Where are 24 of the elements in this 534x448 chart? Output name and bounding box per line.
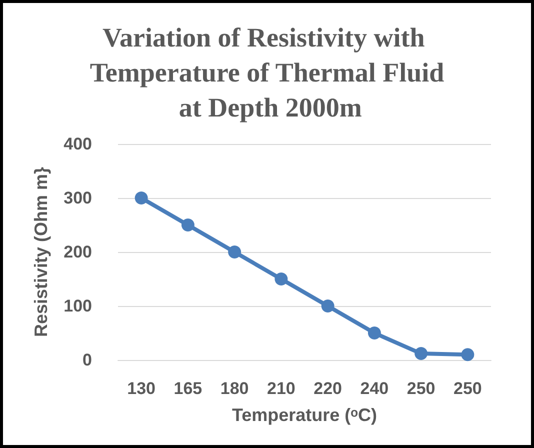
point [228, 246, 242, 258]
point [461, 348, 474, 362]
x-tick-label: 240 [360, 379, 389, 398]
x-tick-label: 220 [314, 379, 342, 398]
point [134, 192, 148, 204]
point [181, 218, 194, 232]
x-tick-label: 130 [127, 379, 156, 398]
point [274, 272, 288, 286]
point [321, 300, 334, 312]
x-axis-title: Temperature (ᵒC) [232, 405, 378, 425]
y-tick-label: 200 [64, 242, 92, 262]
x-tick-label: 210 [267, 379, 296, 398]
y-tick-label: 300 [64, 188, 92, 208]
y-tick-label: 400 [64, 134, 92, 154]
point [368, 326, 381, 340]
point [414, 347, 428, 360]
x-tick-label: 250 [454, 379, 482, 398]
x-tick-label: 180 [220, 379, 249, 398]
y-tick-label: 100 [64, 296, 92, 316]
x-tick-label: 250 [406, 379, 436, 398]
chart-title: Variation of Resistivity with Temperature of Thermal Fluid at Depth 2000m [90, 22, 444, 122]
y-axis-title: Resistivity (Ohm m} [31, 166, 51, 338]
x-tick-label: 165 [174, 379, 202, 398]
y-tick-label: 0 [82, 350, 92, 370]
